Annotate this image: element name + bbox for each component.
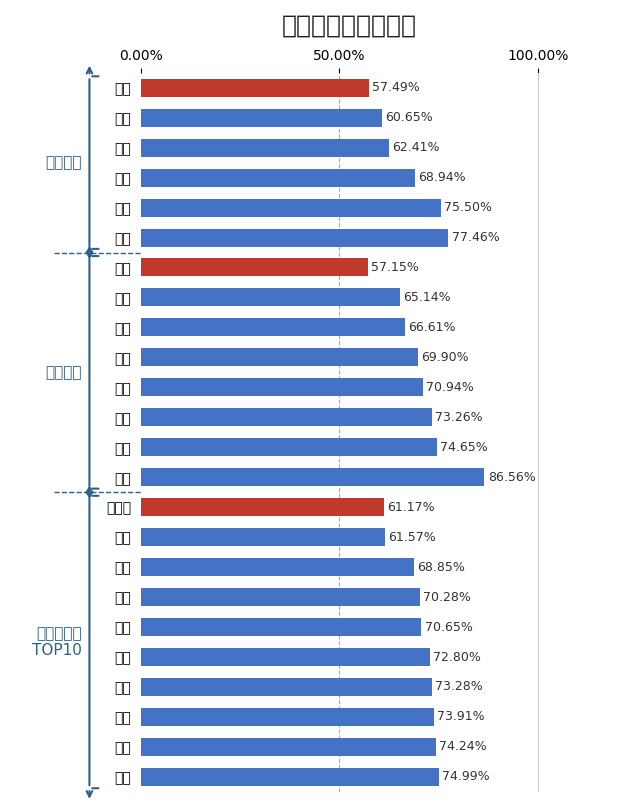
Bar [141,408,432,427]
Text: 超大城市: 超大城市 [45,155,81,170]
Text: 70.28%: 70.28% [423,591,471,604]
Bar [141,499,384,516]
Bar [141,378,422,397]
Text: 86.56%: 86.56% [488,471,535,484]
Text: 特大城市: 特大城市 [45,365,81,380]
Bar [141,468,485,486]
Text: 62.41%: 62.41% [392,141,439,154]
Text: 73.91%: 73.91% [437,710,485,723]
Bar [141,318,405,336]
Text: 74.24%: 74.24% [439,740,487,753]
Text: 61.57%: 61.57% [388,531,437,544]
Text: 73.26%: 73.26% [435,410,483,424]
Text: 57.49%: 57.49% [372,81,420,95]
Bar [141,139,388,157]
Bar [141,528,385,546]
Text: 73.28%: 73.28% [435,680,483,693]
Bar [141,169,415,187]
Text: 65.14%: 65.14% [403,291,450,304]
Bar [141,78,369,97]
Bar [141,708,435,726]
Text: 70.65%: 70.65% [424,621,472,633]
Text: 72.80%: 72.80% [433,650,481,663]
Text: 70.94%: 70.94% [426,381,474,393]
Text: 60.65%: 60.65% [385,112,433,124]
Bar [141,259,368,276]
Bar [141,109,381,127]
Text: 61.17%: 61.17% [387,501,435,514]
Bar [141,588,420,606]
Title: 节点拥堵流量临界值: 节点拥堵流量临界值 [282,13,417,37]
Text: 大中型城市
TOP10: 大中型城市 TOP10 [31,626,81,659]
Text: 74.99%: 74.99% [442,770,489,784]
Text: 75.50%: 75.50% [444,201,492,214]
Text: 68.85%: 68.85% [417,561,465,574]
Text: 66.61%: 66.61% [408,321,456,334]
Bar [141,438,437,457]
Text: 68.94%: 68.94% [418,171,465,184]
Bar [141,288,399,306]
Bar [141,229,449,246]
Text: 77.46%: 77.46% [451,231,499,244]
Bar [141,678,432,696]
Text: 74.65%: 74.65% [440,440,488,454]
Text: 57.15%: 57.15% [371,261,419,274]
Bar [141,648,430,666]
Bar [141,768,438,786]
Bar [141,558,414,576]
Bar [141,738,436,756]
Bar [141,348,419,366]
Bar [141,199,440,217]
Bar [141,618,421,636]
Text: 69.90%: 69.90% [422,351,469,364]
